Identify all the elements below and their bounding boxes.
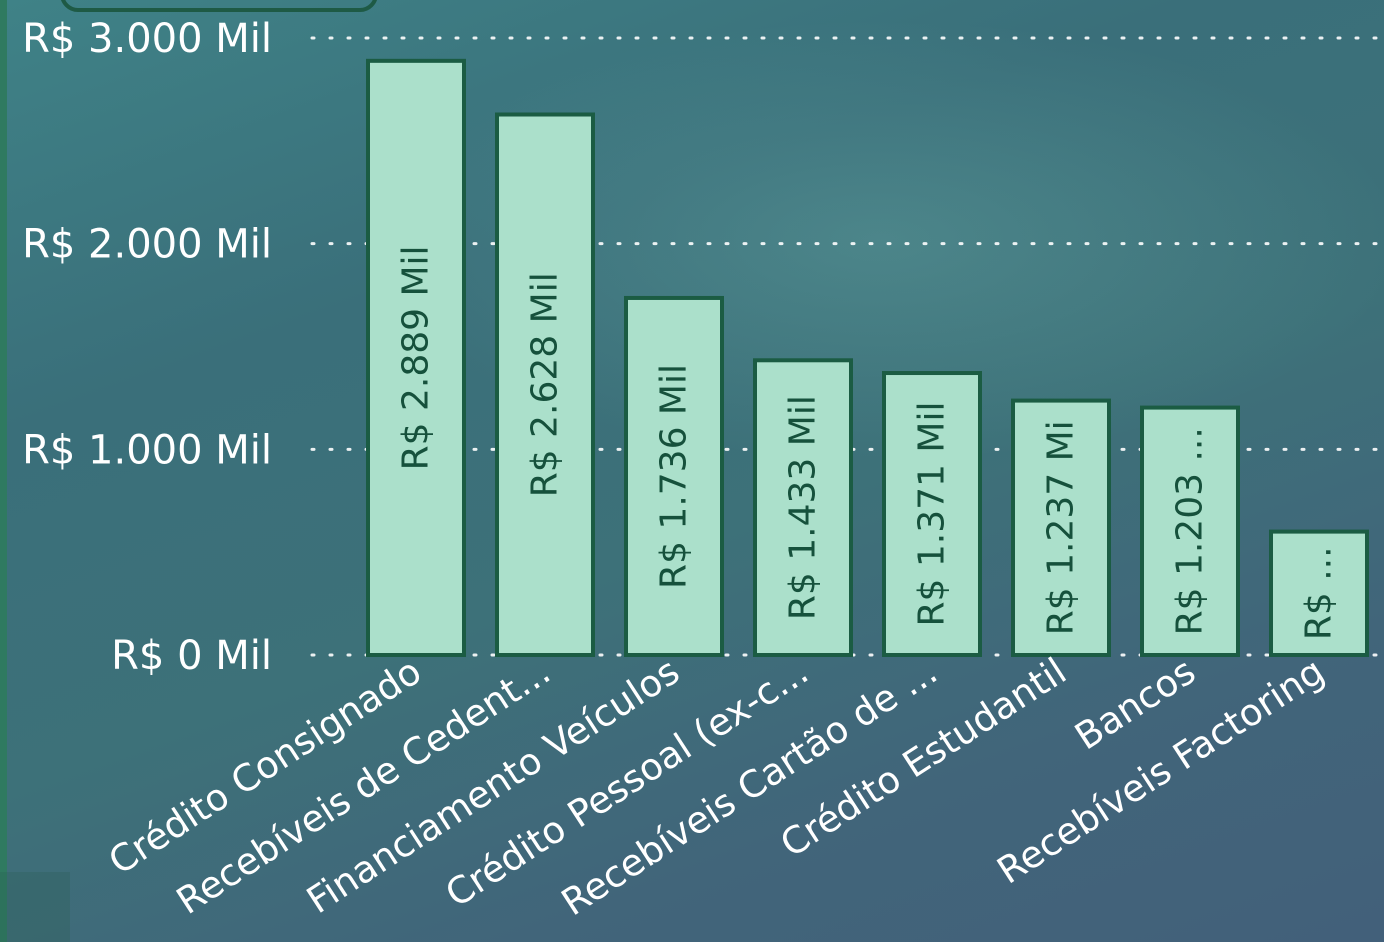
- y-tick-label: R$ 2.000 Mil: [22, 222, 272, 268]
- y-tick-label: R$ 3.000 Mil: [22, 16, 272, 62]
- data-label: R$ 2.628 Mil: [525, 272, 566, 497]
- left-edge-strip: [0, 0, 7, 942]
- data-label: R$ ...: [1299, 546, 1340, 640]
- data-label: R$ 1.736 Mil: [654, 364, 695, 589]
- data-label: R$ 2.889 Mil: [396, 245, 437, 470]
- bar[interactable]: [624, 295, 724, 657]
- bar[interactable]: [753, 358, 853, 657]
- data-label: R$ 1.237 Mi: [1041, 420, 1082, 635]
- corner-panel: [0, 872, 70, 942]
- bar[interactable]: [882, 371, 982, 657]
- y-tick-label: R$ 0 Mil: [111, 633, 272, 679]
- bar[interactable]: [495, 112, 595, 658]
- bar[interactable]: [1140, 405, 1240, 658]
- bar[interactable]: [1269, 529, 1369, 657]
- data-label: R$ 1.371 Mil: [912, 402, 953, 627]
- bars: [366, 58, 1369, 658]
- data-label: R$ 1.433 Mil: [783, 395, 824, 620]
- gridlines: [310, 36, 1384, 657]
- bar[interactable]: [366, 58, 466, 658]
- bar[interactable]: [1011, 398, 1111, 657]
- y-tick-label: R$ 1.000 Mil: [22, 427, 272, 473]
- data-labels: R$ 2.889 Mil R$ 2.628 Mil R$ 1.736 Mil R$ 1…: [396, 245, 1340, 640]
- data-label: R$ 1.203 ...: [1170, 427, 1211, 635]
- y-axis-ticks: R$ 0 Mil R$ 1.000 Mil R$ 2.000 Mil R$ 3.000…: [22, 16, 272, 679]
